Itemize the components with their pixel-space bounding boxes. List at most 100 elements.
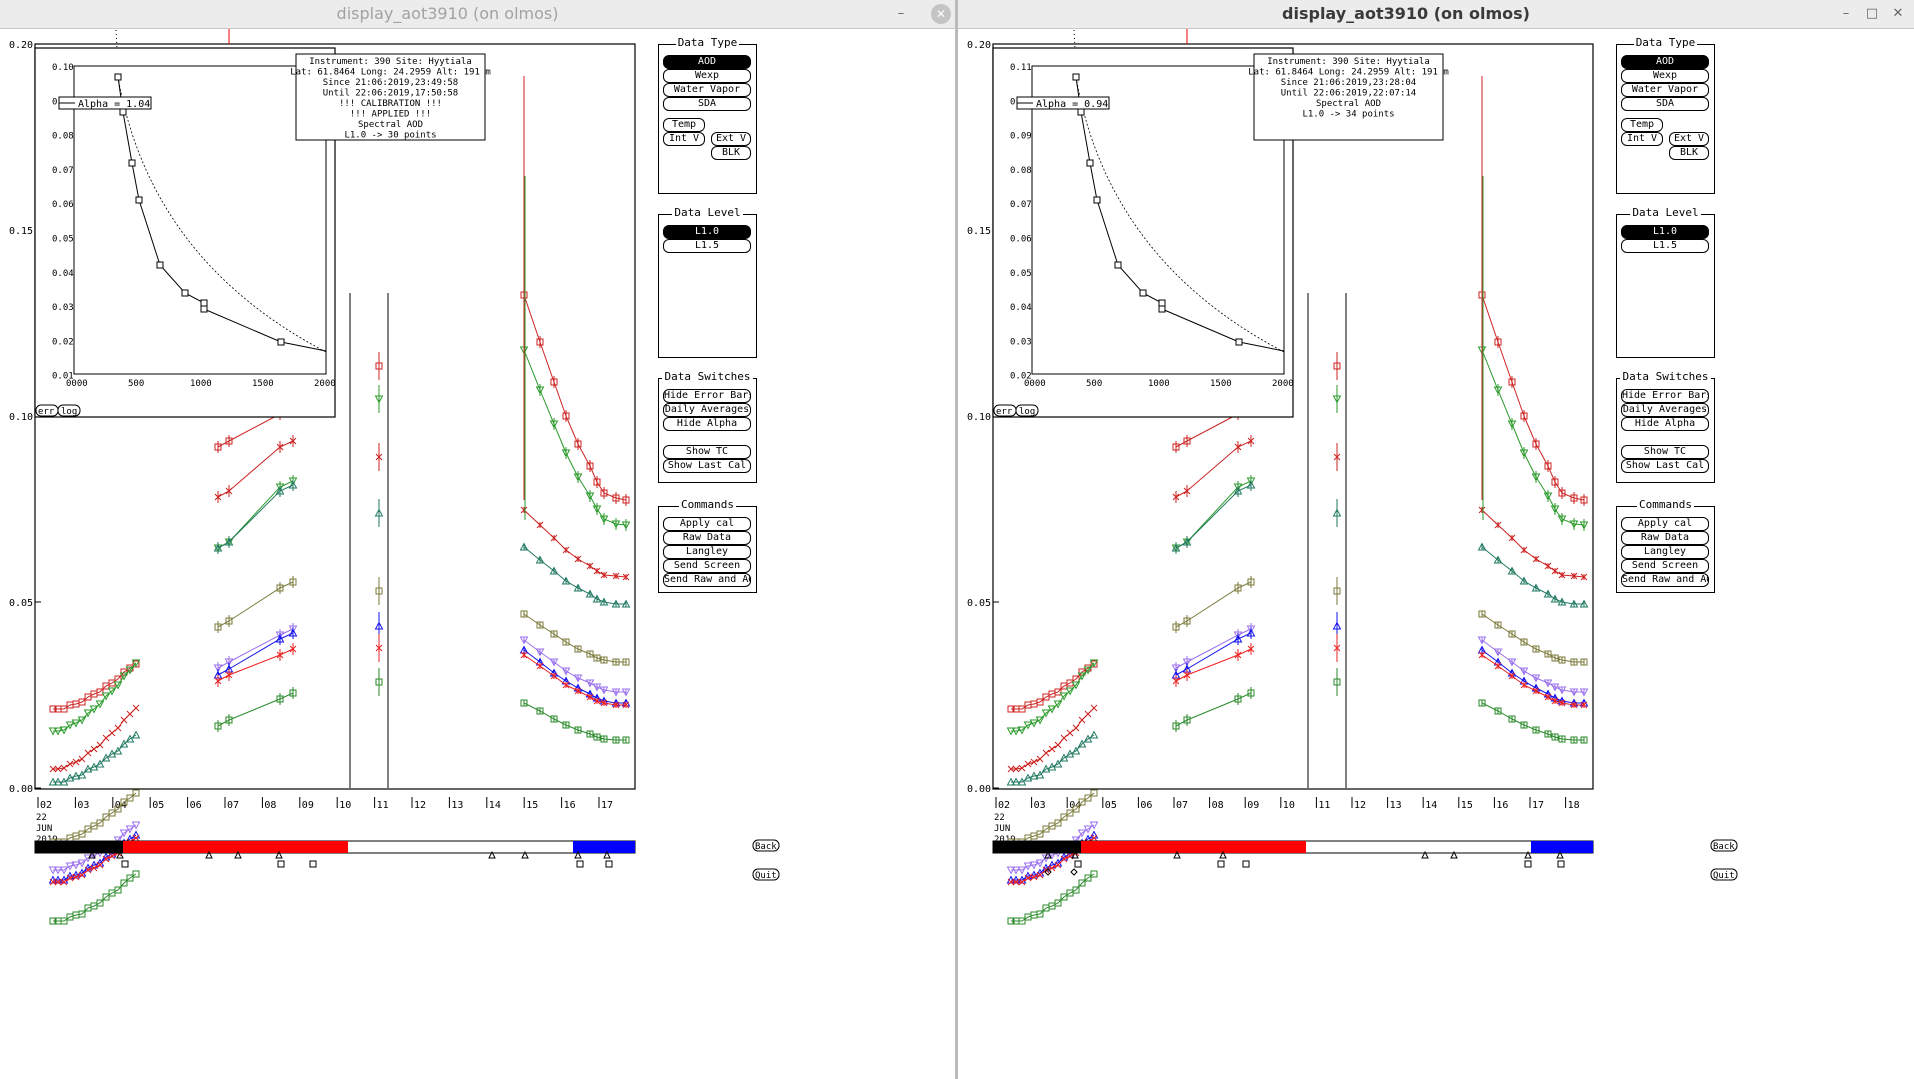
triangle-marker xyxy=(519,542,529,551)
level-l10-button[interactable]: L1.0 xyxy=(663,225,751,239)
triangle-marker xyxy=(77,716,87,725)
triangle-marker xyxy=(288,625,298,634)
square-marker xyxy=(550,630,558,638)
log-button[interactable]: log xyxy=(1015,404,1039,417)
triangle-marker xyxy=(1579,688,1589,697)
inset-y-tick-label: 0.06 xyxy=(52,200,74,210)
temp-button[interactable]: Temp xyxy=(1621,118,1663,132)
info-box xyxy=(295,53,486,141)
square-marker xyxy=(1551,478,1559,486)
level-l10-button[interactable]: L1.0 xyxy=(1621,225,1709,239)
send-screen-button[interactable]: Send Screen xyxy=(663,559,751,573)
cross-marker xyxy=(1183,487,1191,495)
title-bar: display_aot3910 (on olmos) – □ ✕ xyxy=(958,0,1914,29)
show-tc-button[interactable]: Show TC xyxy=(1621,445,1709,459)
cross-marker xyxy=(1060,734,1068,742)
minimize-icon[interactable]: – xyxy=(897,6,905,21)
square-marker xyxy=(1172,443,1180,451)
alpha-fit-curve xyxy=(1075,76,1285,352)
triangle-marker xyxy=(592,683,602,692)
quit-button[interactable]: Quit xyxy=(752,868,780,881)
level-l15-button[interactable]: L1.5 xyxy=(663,239,751,253)
send-raw-and-aod-button[interactable]: Send Raw and AOD xyxy=(663,573,751,587)
back-button[interactable]: Back xyxy=(752,839,780,852)
back-button[interactable]: Back xyxy=(1710,839,1738,852)
aod-button[interactable]: AOD xyxy=(663,55,751,69)
maximize-icon[interactable]: □ xyxy=(1865,6,1879,21)
raw-data-button[interactable]: Raw Data xyxy=(1621,531,1709,545)
info-box xyxy=(1253,53,1444,141)
err-button[interactable]: err xyxy=(993,404,1017,417)
x-tick-label: 15 xyxy=(1461,800,1473,811)
level-l15-button[interactable]: L1.5 xyxy=(1621,239,1709,253)
triangle-marker xyxy=(621,521,631,530)
send-raw-and-aod-button[interactable]: Send Raw and AOD xyxy=(1621,573,1709,587)
blk-button[interactable]: BLK xyxy=(711,146,751,160)
triangle-marker xyxy=(1017,866,1027,875)
sda-button[interactable]: SDA xyxy=(663,97,751,111)
panel-title: Commands xyxy=(679,498,736,511)
square-marker xyxy=(1018,917,1026,925)
inset-point xyxy=(181,289,189,297)
inset-y-tick-label: 0.07 xyxy=(1010,200,1032,210)
cross-marker xyxy=(1090,704,1098,712)
cross-marker xyxy=(1012,765,1020,773)
series-line xyxy=(1175,692,1252,727)
langley-button[interactable]: Langley xyxy=(1621,545,1709,559)
apply-cal-button[interactable]: Apply cal xyxy=(663,517,751,531)
triangle-marker xyxy=(275,631,285,640)
cross-marker xyxy=(132,834,140,842)
wexp-button[interactable]: Wexp xyxy=(663,69,751,83)
triangle-marker xyxy=(1569,520,1579,529)
triangle-marker xyxy=(1246,625,1256,634)
inset-point xyxy=(128,159,136,167)
info-line: L1.0 -> 30 points xyxy=(344,131,436,141)
hide-error-bars-button[interactable]: Hide Error Bars xyxy=(663,389,751,403)
triangle-marker xyxy=(224,537,234,546)
show-last-cal-button[interactable]: Show Last Cal xyxy=(1621,459,1709,473)
square-marker xyxy=(375,362,383,370)
close-icon[interactable]: ✕ xyxy=(1892,6,1904,21)
minimize-icon[interactable]: – xyxy=(1842,6,1850,21)
temp-button[interactable]: Temp xyxy=(663,118,705,132)
ext-v-button[interactable]: Ext V xyxy=(711,132,751,146)
triangle-marker xyxy=(1507,658,1517,667)
log-button[interactable]: log xyxy=(57,404,81,417)
sda-button[interactable]: SDA xyxy=(1621,97,1709,111)
inset-y-tick-label: 0.03 xyxy=(52,303,74,313)
hide-error-bars-button[interactable]: Hide Error Bars xyxy=(1621,389,1709,403)
show-last-cal-button[interactable]: Show Last Cal xyxy=(663,459,751,473)
inset-point xyxy=(1158,305,1166,313)
aod-button[interactable]: AOD xyxy=(1621,55,1709,69)
raw-data-button[interactable]: Raw Data xyxy=(663,531,751,545)
apply-cal-button[interactable]: Apply cal xyxy=(1621,517,1709,531)
int-v-button[interactable]: Int V xyxy=(1621,132,1663,146)
triangle-marker xyxy=(1507,420,1517,429)
square-marker xyxy=(1060,893,1068,901)
show-tc-button[interactable]: Show TC xyxy=(663,445,751,459)
ext-v-button[interactable]: Ext V xyxy=(1669,132,1709,146)
blk-button[interactable]: BLK xyxy=(1669,146,1709,160)
triangle-marker xyxy=(535,648,545,657)
water-vapor-button[interactable]: Water Vapor xyxy=(1621,83,1709,97)
triangle-marker xyxy=(1246,477,1256,486)
hide-alpha-button[interactable]: Hide Alpha xyxy=(1621,417,1709,431)
x-tick-label: 16 xyxy=(564,800,576,811)
close-icon[interactable]: ✕ xyxy=(931,4,951,24)
langley-button[interactable]: Langley xyxy=(663,545,751,559)
send-screen-button[interactable]: Send Screen xyxy=(1621,559,1709,573)
triangle-marker xyxy=(65,721,75,730)
wexp-button[interactable]: Wexp xyxy=(1621,69,1709,83)
err-button[interactable]: err xyxy=(35,404,59,417)
quit-button[interactable]: Quit xyxy=(1710,868,1738,881)
water-vapor-button[interactable]: Water Vapor xyxy=(663,83,751,97)
daily-averages-button[interactable]: Daily Averages xyxy=(663,403,751,417)
daily-averages-button[interactable]: Daily Averages xyxy=(1621,403,1709,417)
quit-button-frame xyxy=(1710,868,1738,881)
triangle-marker xyxy=(1332,508,1342,517)
hide-alpha-button[interactable]: Hide Alpha xyxy=(663,417,751,431)
inset-y-tick-label: 0.02 xyxy=(1010,372,1032,382)
int-v-button[interactable]: Int V xyxy=(663,132,705,146)
cross-marker xyxy=(1532,555,1540,563)
cross-marker xyxy=(593,567,601,575)
